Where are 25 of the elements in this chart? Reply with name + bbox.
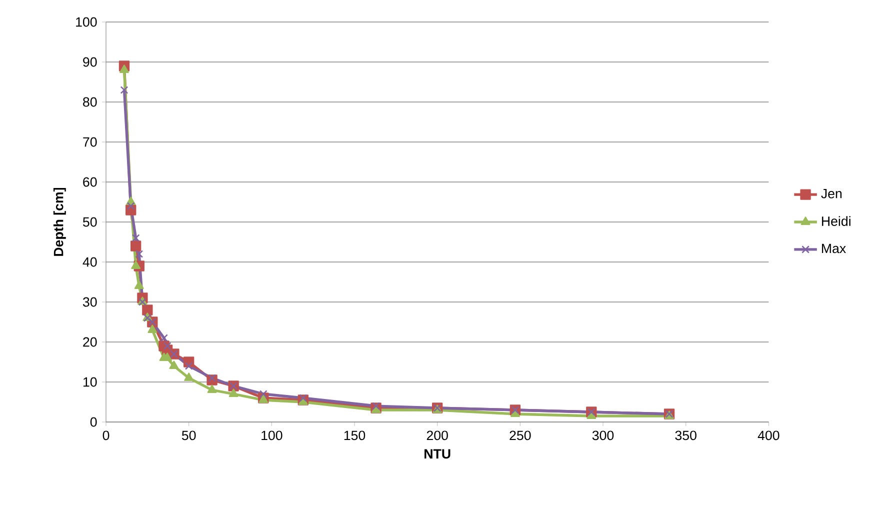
y-tick-label: 10 <box>83 377 97 387</box>
y-tick-label: 40 <box>82 257 97 267</box>
x-tick-label: 50 <box>182 430 196 440</box>
x-tick-label: 200 <box>426 430 448 440</box>
y-tick-label: 50 <box>83 217 97 227</box>
y-tick-label: 100 <box>76 17 97 27</box>
y-tick-label: 20 <box>83 337 97 347</box>
x-tick-label: 100 <box>262 430 282 440</box>
y-tick-label: 90 <box>83 57 97 67</box>
legend-label: Jen <box>821 188 842 198</box>
x-tick-label: 400 <box>758 430 780 440</box>
y-tick-label: 60 <box>83 177 97 187</box>
y-tick-label: 0 <box>90 417 97 427</box>
x-tick-label: 250 <box>510 430 531 440</box>
y-tick-label: 80 <box>83 97 97 107</box>
legend-label: Heidi <box>822 216 850 226</box>
x-tick-label: 150 <box>344 430 366 440</box>
y-tick-label: 30 <box>82 297 97 307</box>
y-axis-title: Depth [cm] <box>53 188 66 256</box>
legend-label: Max <box>822 244 846 254</box>
x-axis-title: NTU <box>424 449 450 459</box>
x-tick-label: 350 <box>675 430 696 440</box>
y-tick-label: 70 <box>83 137 97 147</box>
x-tick-label: 300 <box>592 430 614 440</box>
x-tick-label: 0 <box>102 430 110 440</box>
